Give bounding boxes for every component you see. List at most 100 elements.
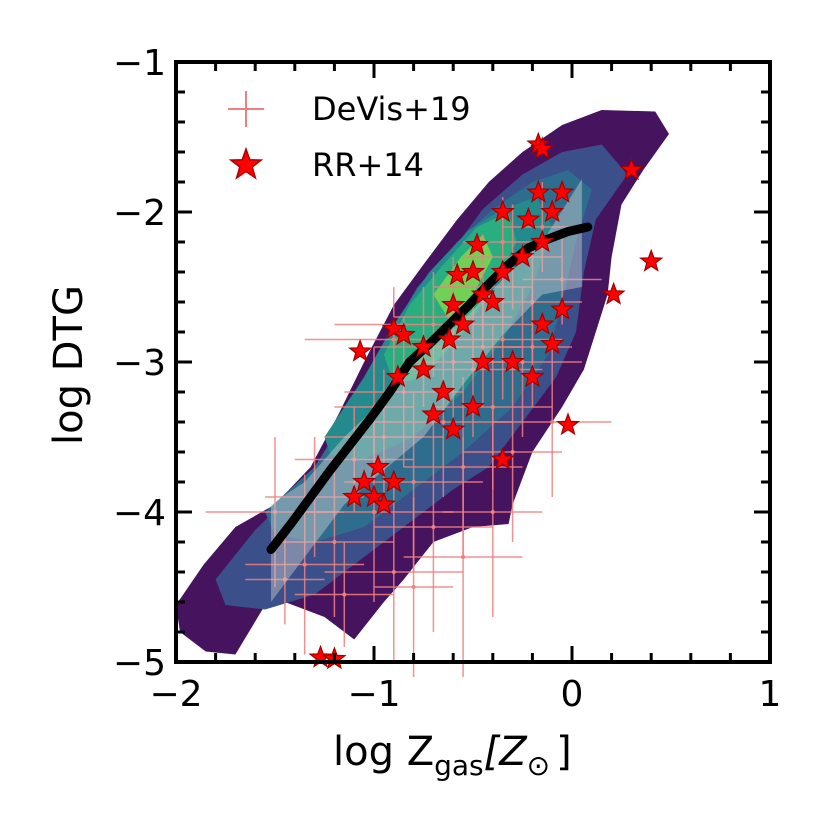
rr14-star — [437, 326, 462, 350]
x-axis-label-bracket-open: [Z — [484, 729, 529, 775]
devis-point — [463, 362, 563, 542]
devis-marker — [391, 337, 396, 342]
devis-point — [374, 422, 493, 632]
rr14-star — [381, 469, 406, 493]
rr14-star — [555, 412, 581, 436]
devis-marker — [273, 510, 277, 514]
devis-marker — [550, 420, 555, 424]
devis-point — [374, 347, 513, 497]
rr14-star — [530, 311, 555, 335]
x-axis-label: log Zgas[Z⊙] — [333, 729, 572, 782]
rr14-star — [342, 484, 367, 508]
rr14-star — [460, 394, 486, 418]
devis-marker — [480, 345, 485, 349]
rr14-star — [411, 334, 436, 358]
rr14-star — [540, 199, 565, 223]
rr14-star — [371, 491, 397, 515]
rr14-star — [500, 349, 525, 373]
devis-marker — [342, 592, 347, 597]
x-axis-label-main: log Z — [333, 729, 434, 775]
devis-marker — [461, 555, 466, 559]
devis-marker — [352, 457, 357, 462]
devis-marker — [441, 420, 446, 424]
devis-marker — [411, 585, 416, 589]
devis-point — [374, 497, 454, 677]
devis-marker — [282, 577, 287, 582]
rr14-star — [464, 232, 490, 256]
devis-point — [334, 272, 533, 377]
rr14-star — [526, 179, 551, 203]
devis-point — [245, 534, 325, 625]
devis-marker — [451, 360, 456, 364]
rr14-star — [431, 379, 456, 403]
rr14-star — [530, 229, 555, 253]
devis-point — [492, 287, 572, 407]
devis-marker — [500, 240, 505, 244]
rr14-star — [441, 416, 466, 440]
rr14-star — [445, 262, 470, 286]
y-axis-label: log DTG — [46, 285, 92, 445]
devis-marker — [560, 277, 565, 282]
y-tick-label: −1 — [113, 43, 166, 84]
rr14-star — [549, 179, 575, 203]
rr14-star — [490, 259, 515, 283]
devis-marker — [471, 367, 475, 372]
x-tick-label: −1 — [347, 674, 400, 715]
rr14-stars — [308, 131, 664, 670]
legend: DeVis+19 RR+14 — [228, 90, 471, 184]
devis-marker — [530, 345, 535, 349]
plot-frame — [174, 60, 772, 664]
rr14-star — [385, 364, 410, 388]
y-tick-label: −4 — [113, 493, 166, 534]
rr14-star — [510, 244, 535, 268]
devis-point — [443, 407, 543, 617]
legend-marker-devis — [228, 91, 264, 127]
x-tick-label: 0 — [561, 674, 584, 715]
devis-point — [294, 542, 394, 647]
devis-marker — [302, 562, 307, 567]
rr14-star — [365, 454, 391, 478]
devis-marker — [332, 540, 337, 544]
y-tick-label: −2 — [113, 193, 166, 234]
legend-marker-rr14 — [228, 146, 264, 180]
rr14-star — [450, 311, 476, 335]
rr14-star — [391, 322, 416, 346]
rr14-star — [381, 316, 406, 340]
density-contour-5 — [433, 234, 493, 320]
devis-marker — [411, 480, 416, 484]
y-tick-label: −5 — [113, 643, 166, 684]
devis-marker — [500, 337, 505, 342]
devis-marker — [391, 570, 396, 574]
devis-point — [324, 482, 464, 662]
legend-label-rr14: RR+14 — [312, 146, 424, 184]
rr14-star — [470, 349, 496, 373]
devis-point — [403, 437, 523, 677]
devis-marker — [540, 225, 545, 229]
rr14-star — [549, 296, 575, 320]
rr14-star — [351, 469, 377, 493]
devis-marker — [431, 322, 436, 327]
rr14-star — [411, 356, 436, 380]
x-tick-label: −2 — [149, 674, 202, 715]
devis-marker — [401, 390, 406, 394]
y-tick-label: −3 — [113, 343, 166, 384]
devis-marker — [381, 435, 386, 439]
rr14-star — [516, 206, 541, 230]
rr14-star — [480, 289, 505, 313]
rr14-star — [460, 259, 486, 283]
rr14-star — [348, 338, 373, 362]
x-axis-label-bracket-close: ] — [556, 729, 572, 775]
rr14-star — [601, 281, 626, 305]
rr14-star — [530, 136, 555, 160]
rr14-star — [490, 446, 515, 470]
devis-marker — [431, 525, 436, 529]
tick-labels: −2 −1 0 1 −5 −4 −3 −2 −1 — [113, 43, 782, 715]
legend-label-devis: DeVis+19 — [312, 90, 471, 128]
x-axis-label-sun: ⊙ — [527, 749, 550, 782]
rr14-star — [540, 331, 565, 355]
devis-marker — [510, 450, 515, 454]
devis-marker — [490, 510, 495, 514]
devis-marker — [520, 360, 525, 364]
rr14-star — [421, 401, 446, 425]
